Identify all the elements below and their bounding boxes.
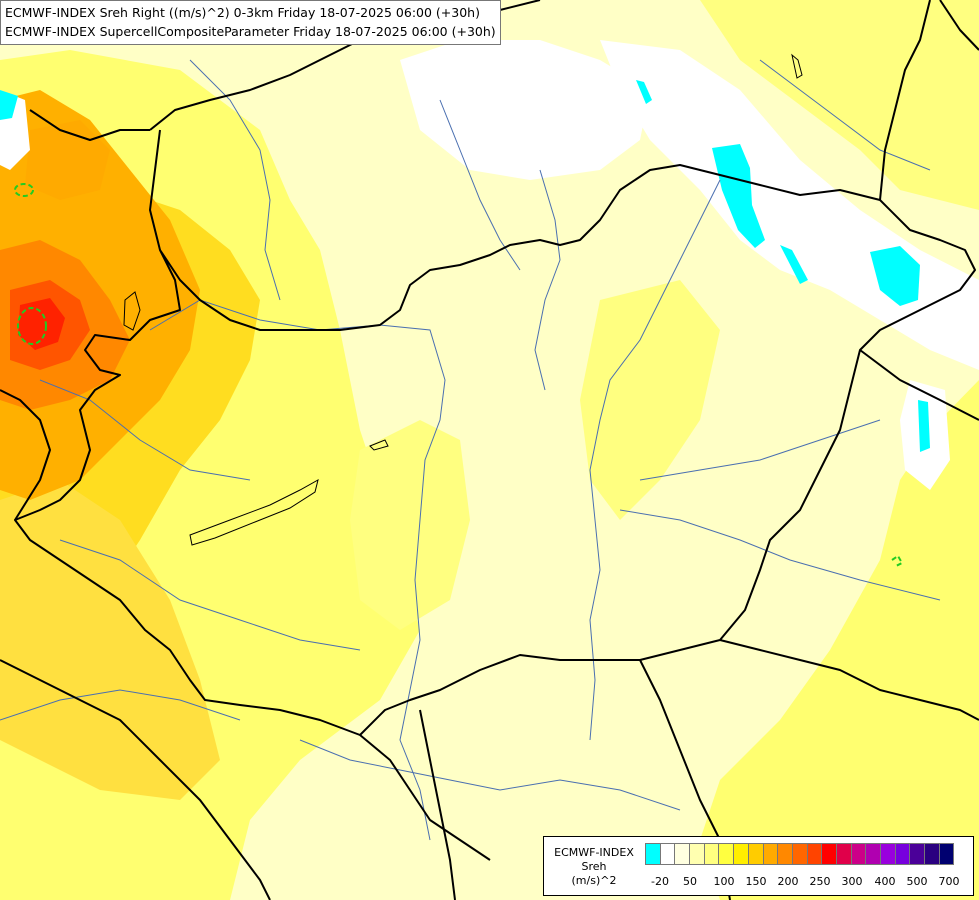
- border-slovakia-left: [149, 129, 161, 251]
- legend-swatch: [821, 843, 837, 865]
- cyan-patch-2: [870, 246, 920, 306]
- legend-swatch: [659, 843, 676, 865]
- border-south-1: [359, 734, 491, 861]
- border-northeast-2: [939, 0, 979, 51]
- title-line-scp: ECMWF-INDEX SupercellCompositeParameter …: [5, 24, 496, 39]
- cyan-patch-3: [918, 400, 930, 452]
- legend-swatch: [791, 843, 808, 865]
- river-south-2: [0, 689, 241, 721]
- scp-contour-north: [14, 183, 34, 197]
- legend-label: 100: [713, 875, 735, 888]
- yellow-patch-right: [580, 280, 720, 520]
- legend-swatches: [645, 843, 955, 865]
- map-title-box: ECMWF-INDEX Sreh Right ((m/s)^2) 0-3km F…: [0, 0, 501, 45]
- legend-swatch: [835, 843, 852, 865]
- yellow-patch-center: [350, 420, 470, 630]
- legend-swatch: [806, 843, 823, 865]
- legend-label: 50: [683, 875, 697, 888]
- legend-swatch: [777, 843, 793, 865]
- lake-small-2: [791, 53, 803, 79]
- river-danube: [149, 299, 446, 841]
- legend-label: -20: [651, 875, 669, 888]
- border-west-austria: [0, 389, 51, 521]
- river-west-2: [39, 379, 251, 481]
- border-southeast-2: [719, 639, 979, 721]
- legend-swatch: [733, 843, 749, 865]
- lake-small-1: [369, 439, 389, 451]
- border-northeast-1: [879, 0, 931, 201]
- gold-zone-south: [0, 480, 220, 800]
- legend-label: 700: [938, 875, 960, 888]
- legend-swatch: [865, 843, 881, 865]
- legend-label: 150: [745, 875, 767, 888]
- river-north-1: [439, 99, 521, 271]
- scp-contour-west: [17, 307, 47, 345]
- legend-source: ECMWF-INDEX: [554, 846, 634, 859]
- legend-swatch: [762, 843, 779, 865]
- rivers: [0, 59, 941, 841]
- legend-swatch: [645, 843, 661, 865]
- legend-swatch: [747, 843, 764, 865]
- border-romania-inner: [859, 349, 979, 421]
- border-southwest: [0, 659, 271, 900]
- lakes: [123, 53, 803, 546]
- yellow-zone-east: [700, 380, 979, 900]
- cyan-patch-5: [636, 80, 652, 104]
- river-east-2: [619, 509, 941, 601]
- cyan-patch-4: [780, 245, 808, 284]
- cyan-patch-6: [0, 90, 18, 120]
- cyan-patch-1: [712, 144, 765, 248]
- river-northeast: [759, 59, 931, 171]
- river-east-1: [639, 419, 881, 481]
- legend-label: 250: [809, 875, 831, 888]
- border-northwest: [29, 109, 150, 141]
- legend-label: 200: [777, 875, 799, 888]
- yellow-zone-north: [700, 0, 979, 210]
- lake-balaton: [189, 479, 319, 546]
- legend-swatch: [880, 843, 896, 865]
- legend-unit: (m/s)^2: [571, 874, 617, 887]
- river-northwest: [189, 59, 281, 301]
- legend-labels: -20 50 100 150 200 250 300 400 500 700: [645, 875, 970, 889]
- legend-swatch: [924, 843, 940, 865]
- lake-neusiedl: [123, 291, 141, 331]
- legend-swatch: [938, 843, 955, 865]
- legend-swatch: [909, 843, 926, 865]
- scp-contour-east: [891, 554, 904, 567]
- river-south-1: [299, 739, 681, 811]
- legend-label: 300: [841, 875, 863, 888]
- title-line-sreh: ECMWF-INDEX Sreh Right ((m/s)^2) 0-3km F…: [5, 5, 480, 20]
- legend-label: 500: [906, 875, 928, 888]
- legend-swatch: [850, 843, 867, 865]
- legend-label: 400: [874, 875, 896, 888]
- legend-swatch: [894, 843, 911, 865]
- river-north-2: [534, 169, 561, 391]
- legend-swatch: [718, 843, 735, 865]
- border-south-2: [419, 709, 456, 900]
- legend-swatch: [674, 843, 691, 865]
- red-core: [18, 298, 65, 350]
- legend-parameter: Sreh: [581, 860, 607, 873]
- color-legend: ECMWF-INDEX Sreh (m/s)^2 -20 50 100 150 200 2…: [543, 836, 974, 896]
- border-hungary: [14, 164, 976, 736]
- legend-swatch: [689, 843, 705, 865]
- scp-contours: [14, 183, 904, 567]
- river-tisza: [589, 179, 721, 741]
- legend-swatch: [703, 843, 720, 865]
- white-zone-north: [400, 40, 650, 180]
- river-west-1: [59, 539, 361, 651]
